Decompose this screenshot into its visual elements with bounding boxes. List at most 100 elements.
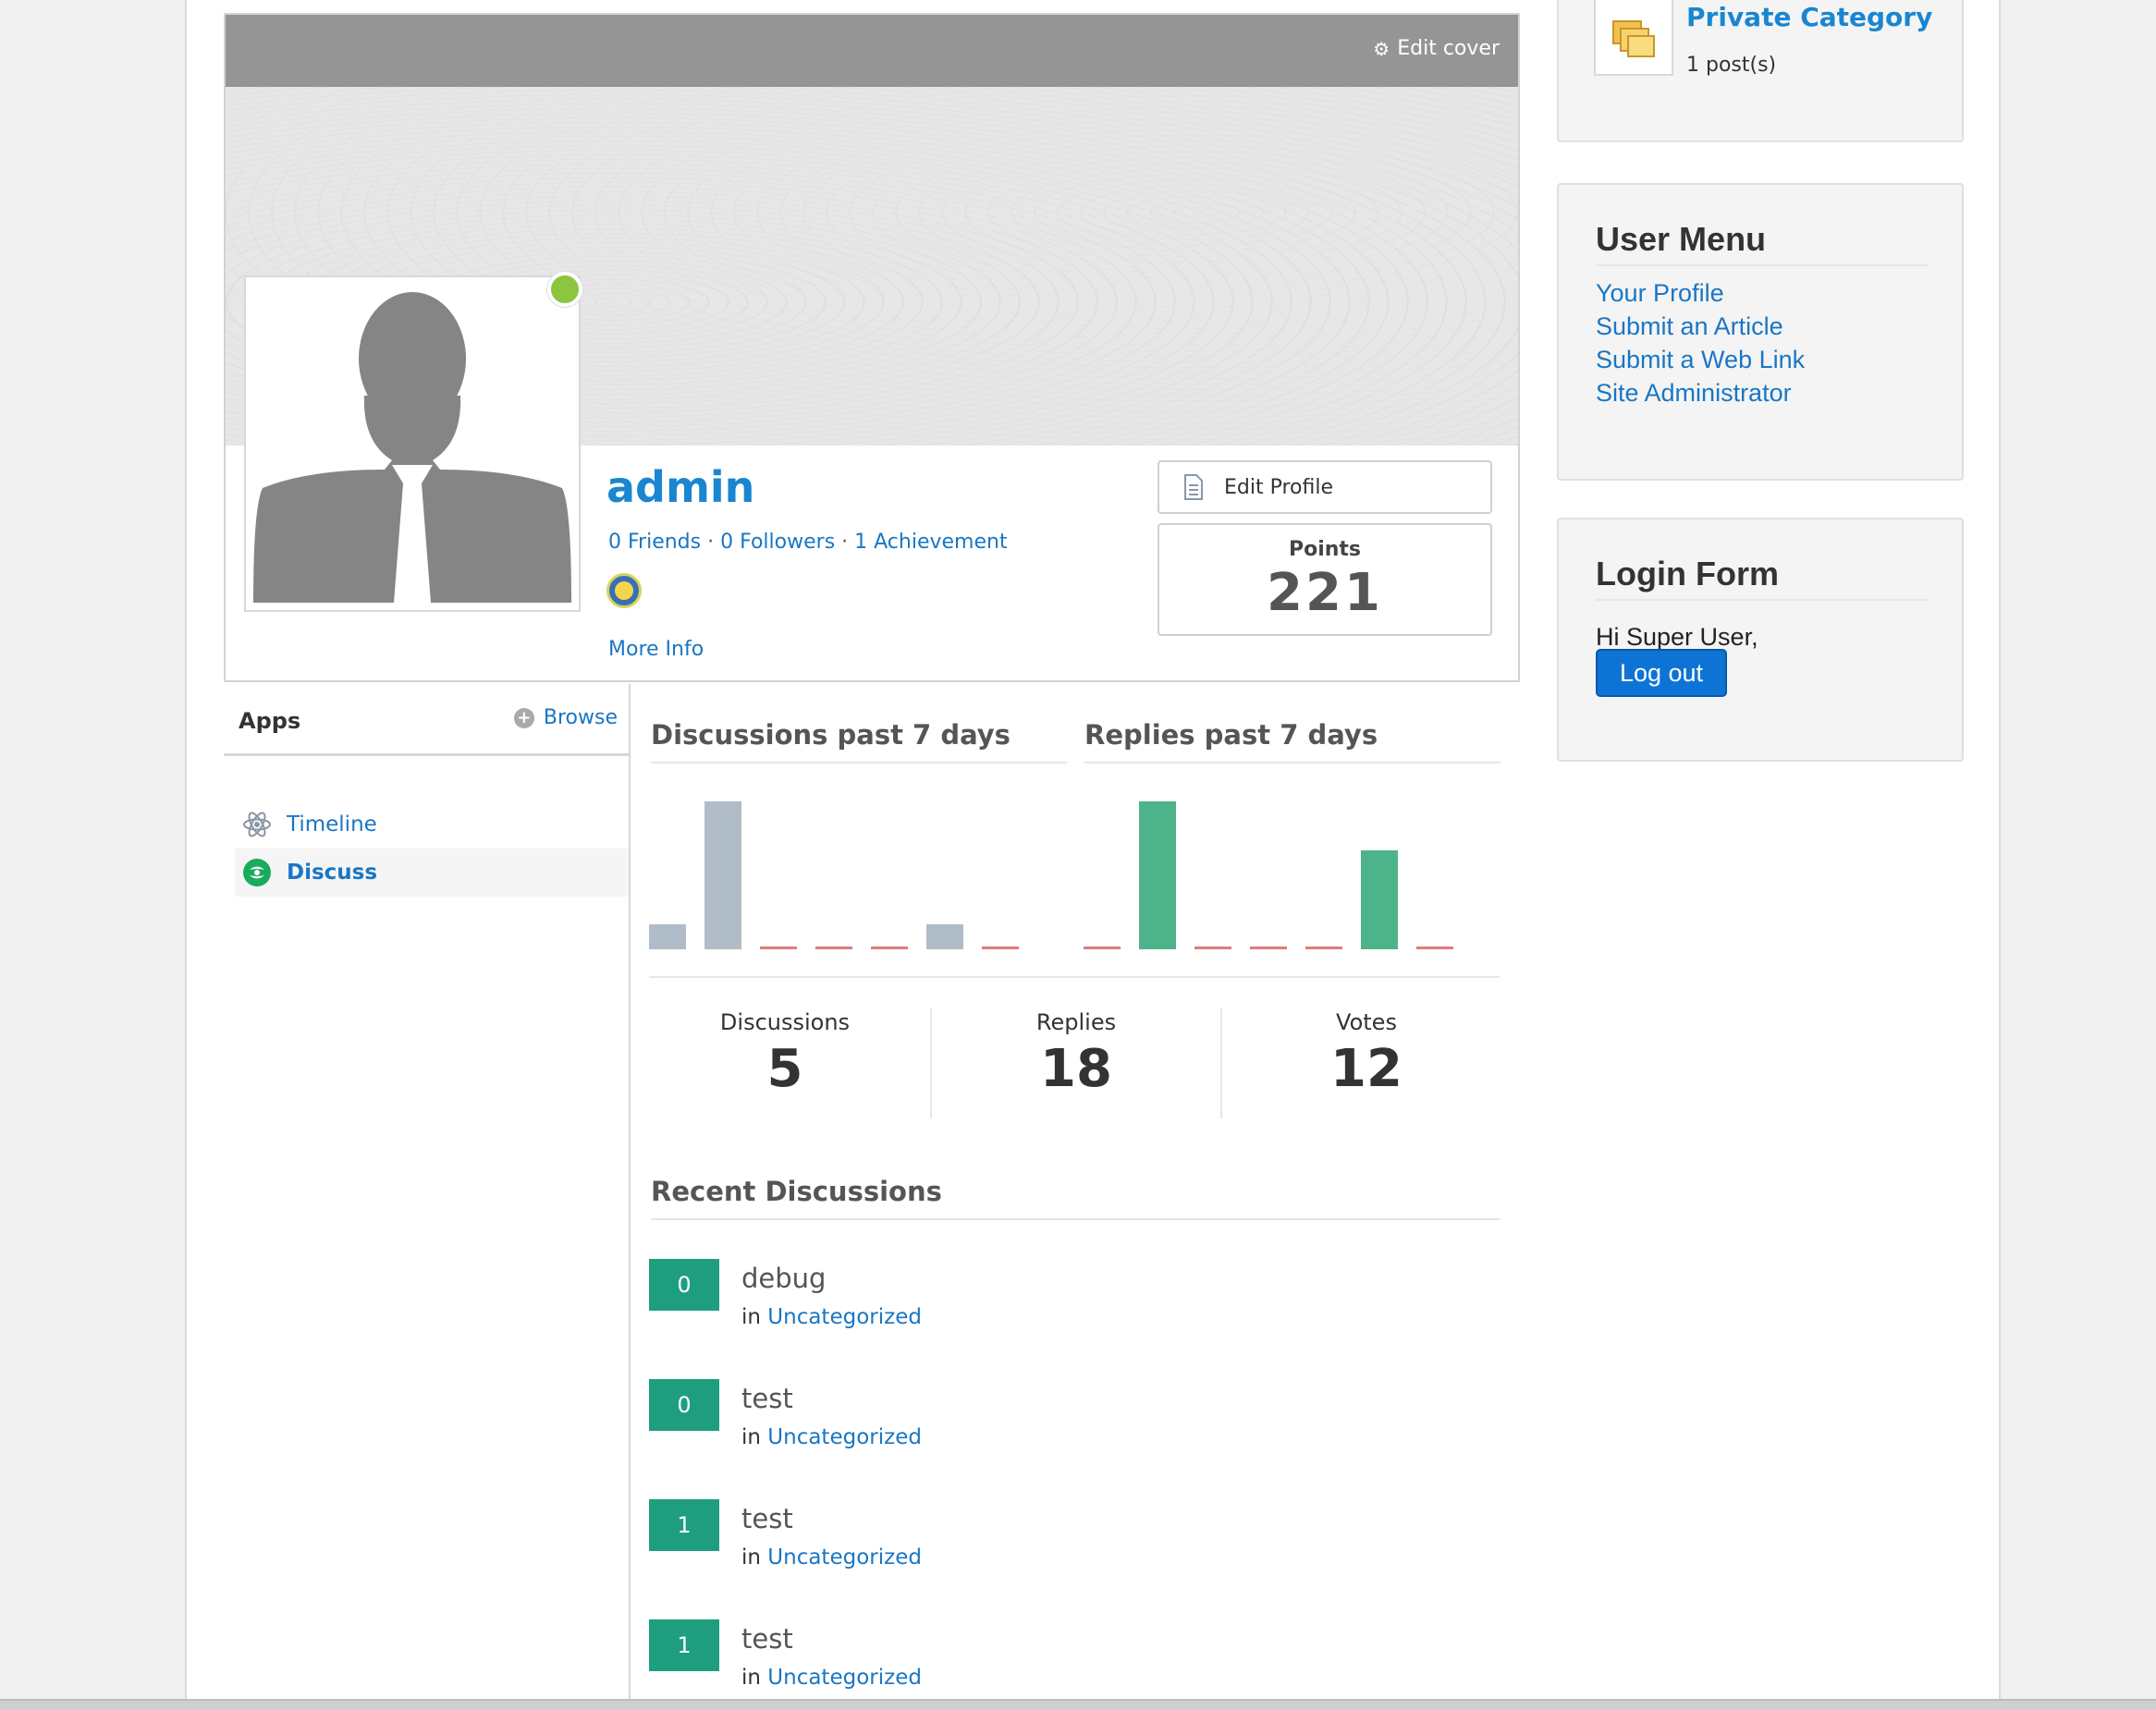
replies-bar-chart — [1084, 786, 1472, 952]
apps-header: Apps + Browse — [224, 684, 629, 756]
replies-bar — [1416, 947, 1453, 949]
discussions-bar — [815, 947, 852, 949]
login-greeting: Hi Super User, — [1596, 623, 1758, 651]
points-value: 221 — [1267, 563, 1383, 623]
discussion-title-link[interactable]: debug — [741, 1263, 827, 1294]
discussions-stat: Discussions 5 — [640, 1008, 930, 1118]
replies-bar — [1084, 947, 1121, 949]
gear-icon: ⚙ — [1373, 37, 1390, 60]
category-link[interactable]: Uncategorized — [767, 1305, 922, 1329]
avatar[interactable] — [244, 275, 581, 612]
app-item-timeline[interactable]: Timeline — [235, 800, 629, 849]
category-link[interactable]: Uncategorized — [767, 1666, 922, 1690]
stat-label: Discussions — [719, 1009, 851, 1035]
plus-circle-icon: + — [513, 707, 534, 728]
list-item: 0 test in Uncategorized — [649, 1379, 1500, 1453]
browse-apps-link[interactable]: + Browse — [513, 706, 618, 729]
achievements-link[interactable]: 1 Achievement — [854, 531, 1008, 554]
separator: · — [841, 531, 849, 554]
app-item-label: Discuss — [287, 861, 378, 885]
reply-count-badge: 0 — [649, 1259, 719, 1311]
points-label: Points — [1288, 538, 1362, 561]
logout-button[interactable]: Log out — [1596, 649, 1727, 697]
reply-count-badge: 1 — [649, 1619, 719, 1671]
discussion-category: in Uncategorized — [741, 1545, 922, 1570]
discussion-title-link[interactable]: test — [741, 1623, 793, 1655]
profile-stats: 0 Friends · 0 Followers · 1 Achievement — [608, 531, 1008, 554]
menu-link-your-profile[interactable]: Your Profile — [1596, 279, 1724, 307]
discuss-icon — [243, 859, 271, 886]
list-item: 1 test in Uncategorized — [649, 1499, 1500, 1573]
discussion-category: in Uncategorized — [741, 1425, 922, 1449]
replies-bar — [1139, 801, 1176, 949]
achievement-badge-icon[interactable] — [606, 573, 642, 608]
in-label: in — [741, 1545, 761, 1570]
recent-discussions-title: Recent Discussions — [651, 1176, 1500, 1220]
replies-bar — [1305, 947, 1342, 949]
stat-label: Replies — [1035, 1009, 1117, 1035]
divider — [649, 976, 1500, 978]
discussions-bar — [982, 947, 1019, 949]
menu-link-site-administrator[interactable]: Site Administrator — [1596, 379, 1792, 407]
discussions-bar — [649, 924, 686, 949]
document-icon — [1184, 474, 1203, 500]
votes-stat: Votes 12 — [1220, 1008, 1511, 1118]
list-item: 0 debug in Uncategorized — [649, 1259, 1500, 1333]
menu-link-submit-article[interactable]: Submit an Article — [1596, 312, 1783, 340]
default-avatar-icon — [253, 292, 571, 603]
discussions-bar — [760, 947, 797, 949]
bottom-scrollbar[interactable] — [0, 1699, 2156, 1710]
apps-title: Apps — [239, 708, 301, 734]
discussions-bar-chart — [649, 786, 1037, 952]
replies-bar — [1194, 947, 1231, 949]
separator: · — [707, 531, 715, 554]
in-label: in — [741, 1666, 761, 1690]
followers-link[interactable]: 0 Followers — [720, 531, 836, 554]
category-link[interactable]: Uncategorized — [767, 1545, 922, 1570]
friends-link[interactable]: 0 Friends — [608, 531, 702, 554]
stat-value: 12 — [1330, 1039, 1403, 1099]
replies-bar — [1250, 947, 1287, 949]
discussion-title-link[interactable]: test — [741, 1383, 793, 1414]
cover-toolbar: ⚙ Edit cover — [226, 15, 1518, 87]
app-item-label: Timeline — [287, 812, 377, 837]
user-menu-title: User Menu — [1596, 220, 1929, 266]
atom-icon — [243, 812, 271, 837]
login-form-title: Login Form — [1596, 555, 1929, 601]
discussion-title-link[interactable]: test — [741, 1503, 793, 1534]
profile-username[interactable]: admin — [606, 462, 755, 512]
category-thumbnail[interactable] — [1594, 0, 1673, 76]
category-post-count: 1 post(s) — [1686, 54, 1777, 77]
categories-module: Private Category 1 post(s) — [1557, 0, 1964, 142]
edit-profile-button[interactable]: Edit Profile — [1158, 460, 1492, 514]
user-menu-module: User Menu Your Profile Submit an Article… — [1557, 183, 1964, 481]
more-info-link[interactable]: More Info — [608, 638, 704, 661]
app-item-discuss[interactable]: Discuss — [235, 849, 629, 897]
discussion-category: in Uncategorized — [741, 1666, 922, 1690]
discussions-bar — [926, 924, 963, 949]
discussions-bar — [704, 801, 741, 949]
reply-count-badge: 0 — [649, 1379, 719, 1431]
reply-count-badge: 1 — [649, 1499, 719, 1551]
category-link[interactable]: Private Category — [1686, 2, 1933, 32]
edit-profile-label: Edit Profile — [1224, 475, 1334, 499]
stat-value: 5 — [766, 1039, 803, 1099]
category-link[interactable]: Uncategorized — [767, 1425, 922, 1449]
folder-icon — [1612, 20, 1655, 57]
stat-value: 18 — [1040, 1039, 1112, 1099]
replies-chart-title: Replies past 7 days — [1084, 719, 1501, 763]
in-label: in — [741, 1305, 761, 1329]
menu-link-submit-web-link[interactable]: Submit a Web Link — [1596, 346, 1806, 373]
replies-bar — [1361, 850, 1398, 949]
apps-sidebar: Apps + Browse Timeline Discuss — [224, 684, 631, 1699]
stat-label: Votes — [1336, 1009, 1397, 1035]
discussions-bar — [871, 947, 908, 949]
edit-cover-button[interactable]: ⚙ Edit cover — [1373, 37, 1500, 60]
points-box: Points 221 — [1158, 523, 1492, 636]
browse-label: Browse — [543, 706, 618, 729]
in-label: in — [741, 1425, 761, 1449]
discussions-chart-title: Discussions past 7 days — [651, 719, 1067, 763]
list-item: 1 test in Uncategorized — [649, 1619, 1500, 1693]
login-form-module: Login Form Hi Super User, Log out — [1557, 518, 1964, 762]
online-status-dot — [547, 272, 582, 307]
